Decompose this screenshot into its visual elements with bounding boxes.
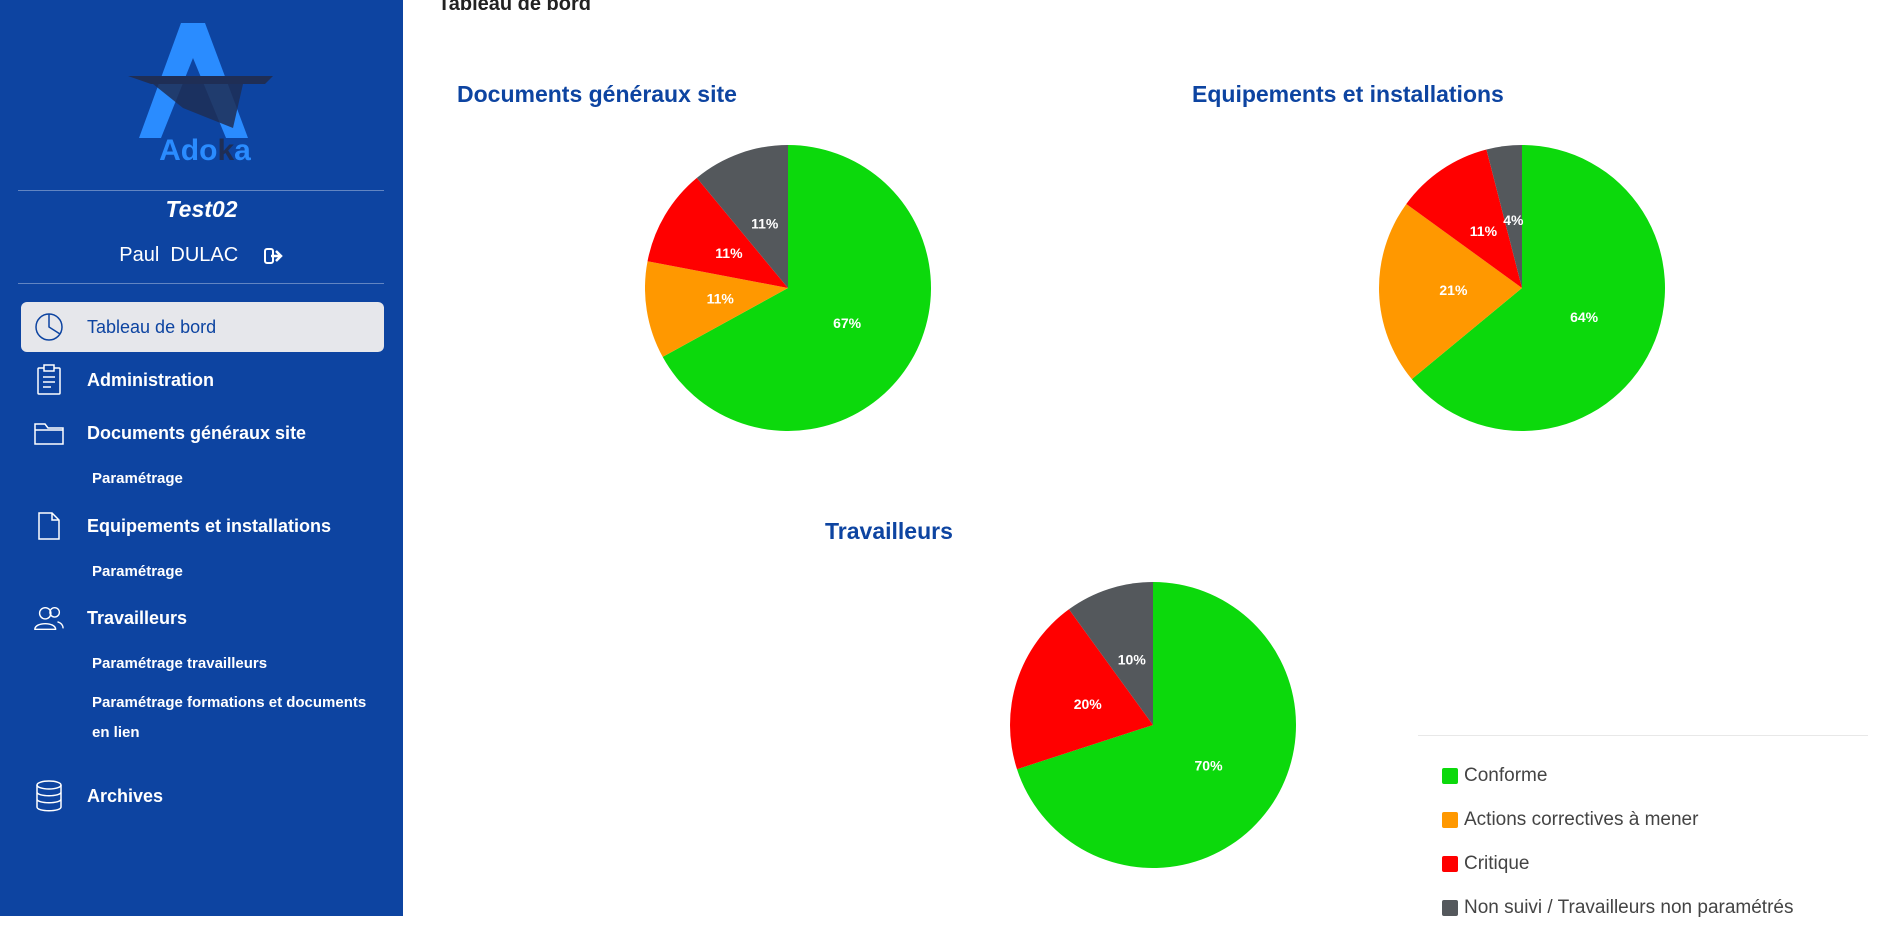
legend-label: Conforme — [1464, 765, 1548, 786]
user-row: Paul DULAC — [0, 244, 403, 267]
legend-swatch — [1442, 856, 1458, 872]
sub-docs-parametrage[interactable]: Paramétrage — [92, 470, 183, 487]
slice-label: 21% — [1439, 282, 1468, 298]
nav-label: Tableau de bord — [87, 316, 217, 337]
slice-label: 20% — [1074, 696, 1103, 712]
sidebar-divider — [18, 283, 384, 284]
slice-label: 11% — [715, 245, 743, 261]
nav-documents-generaux-site[interactable]: Documents généraux site — [21, 408, 384, 458]
nav-administration[interactable]: Administration — [21, 355, 384, 405]
nav-label: Administration — [87, 369, 215, 390]
clipboard-icon — [33, 364, 65, 396]
slice-label: 70% — [1195, 757, 1224, 773]
sidebar: Adoka Test02 Paul DULAC Tableau de bord … — [0, 0, 403, 916]
nav-label: Travailleurs — [87, 607, 188, 628]
slice-critique[interactable] — [1406, 149, 1522, 288]
legend-swatch — [1442, 900, 1458, 916]
slice-critique[interactable] — [647, 177, 788, 288]
sub-trav-parametrage[interactable]: Paramétrage travailleurs — [92, 655, 268, 672]
slice-label: 11% — [1470, 223, 1498, 239]
slice-conforme[interactable] — [1411, 145, 1665, 431]
legend-swatch — [1442, 768, 1458, 784]
pie-chart-icon — [33, 311, 65, 343]
nav-travailleurs[interactable]: Travailleurs — [21, 593, 384, 643]
slice-label: 4% — [1503, 212, 1524, 228]
nav-label: Documents généraux site — [87, 422, 307, 443]
slice-actions[interactable] — [1379, 203, 1522, 380]
nav-equipements-installations[interactable]: Equipements et installations — [21, 501, 384, 551]
nav-tableau-de-bord[interactable]: Tableau de bord — [21, 302, 384, 352]
logout-icon[interactable] — [263, 247, 284, 265]
slice-label: 11% — [751, 215, 779, 231]
sub-trav-formations[interactable]: Paramétrage formations et documents en l… — [92, 694, 367, 741]
file-icon — [33, 510, 65, 542]
slice-label: 67% — [833, 315, 862, 331]
legend-swatch — [1442, 812, 1458, 828]
sub-equip-parametrage[interactable]: Paramétrage — [92, 563, 183, 580]
legend-label: Actions correctives à mener — [1464, 809, 1699, 830]
legend-item-conforme[interactable]: Conforme — [1418, 754, 1868, 798]
legend-item-critique[interactable]: Critique — [1418, 842, 1868, 886]
slice-non-suivi[interactable] — [696, 145, 788, 288]
slice-label: 11% — [707, 291, 735, 307]
slice-non-suivi[interactable] — [1068, 582, 1153, 725]
slice-conforme[interactable] — [1016, 582, 1296, 868]
chart-title-equipements: Equipements et installations — [1192, 81, 1504, 107]
chart-title-travailleurs: Travailleurs — [825, 518, 953, 544]
pie-chart-equipements: 64% 21% 11% 4% — [1379, 145, 1665, 431]
users-icon — [33, 602, 65, 634]
legend-item-non-suivi[interactable]: Non suivi / Travailleurs non paramétrés — [1418, 886, 1868, 930]
logo-wordmark: Adoka — [159, 134, 251, 167]
chart-title-documents: Documents généraux site — [457, 81, 737, 107]
adoka-logo — [128, 23, 273, 138]
folder-icon — [33, 417, 65, 449]
sidebar-divider — [18, 190, 384, 191]
pie-chart-documents: 67% 11% 11% 11% — [645, 145, 931, 431]
nav-archives[interactable]: Archives — [21, 771, 384, 821]
slice-non-suivi[interactable] — [1486, 145, 1522, 288]
database-icon — [33, 780, 65, 812]
nav-label: Archives — [87, 785, 164, 806]
slice-label: 10% — [1118, 652, 1147, 668]
legend-item-actions[interactable]: Actions correctives à mener — [1418, 798, 1868, 842]
chart-legend: Conforme Actions correctives à mener Cri… — [1418, 735, 1868, 930]
slice-actions[interactable] — [645, 261, 788, 357]
pie-chart-travailleurs: 70% 20% 10% — [1010, 582, 1296, 868]
slice-label: 64% — [1570, 309, 1599, 325]
nav-label: Equipements et installations — [87, 515, 332, 536]
slice-critique[interactable] — [1010, 609, 1153, 770]
user-name: Paul DULAC — [119, 244, 239, 266]
legend-label: Non suivi / Travailleurs non paramétrés — [1464, 897, 1794, 918]
slice-conforme[interactable] — [662, 145, 931, 431]
legend-label: Critique — [1464, 853, 1530, 874]
site-name: Test02 — [165, 196, 238, 222]
page-title: Tableau de bord — [438, 0, 591, 15]
